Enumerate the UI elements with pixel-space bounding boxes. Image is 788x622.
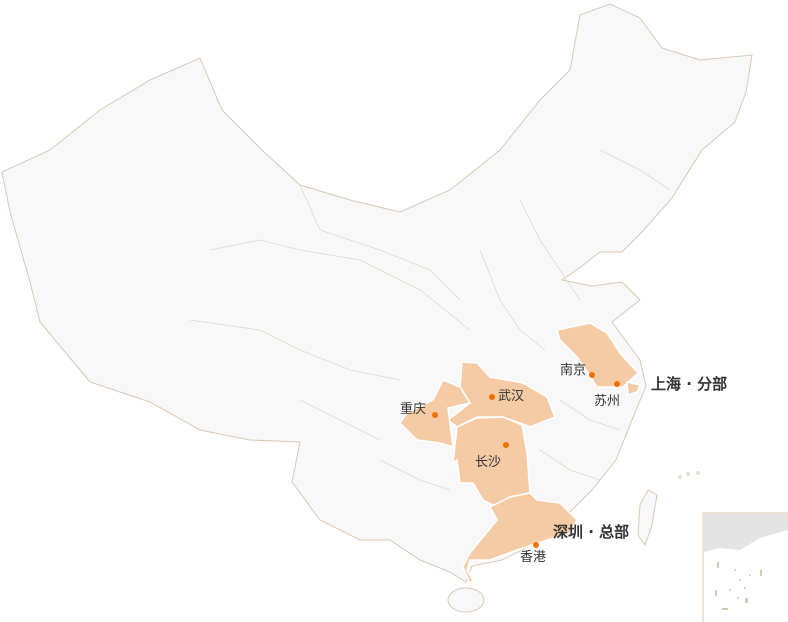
marker-wuhan[interactable] (489, 394, 495, 400)
south-china-sea-inset (702, 512, 788, 622)
china-mainland (1, 3, 753, 583)
marker-nanjing[interactable] (589, 372, 595, 378)
taiwan-island (637, 489, 658, 547)
marker-changsha[interactable] (503, 442, 509, 448)
city-label-chongqing: 重庆 (400, 402, 427, 417)
marker-chongqing[interactable] (432, 412, 438, 418)
marker-suzhou[interactable] (614, 381, 620, 387)
hainan-island (447, 587, 485, 613)
marker-hongkong[interactable] (533, 542, 539, 548)
office-label-shenzhen: 深圳 · 总部 (553, 523, 630, 541)
region-shanghai (626, 381, 642, 397)
islands (678, 471, 700, 479)
region-hubei (446, 361, 556, 428)
office-label-shanghai: 上海 · 分部 (651, 375, 728, 393)
city-label-hongkong: 香港 (520, 550, 547, 565)
province-borders (189, 149, 671, 491)
city-label-wuhan: 武汉 (498, 389, 525, 404)
region-jiangsu (556, 322, 640, 388)
region-guangdong (462, 492, 578, 585)
city-label-changsha: 长沙 (475, 455, 502, 470)
city-label-nanjing: 南京 (560, 363, 587, 378)
city-label-suzhou: 苏州 (594, 394, 621, 409)
